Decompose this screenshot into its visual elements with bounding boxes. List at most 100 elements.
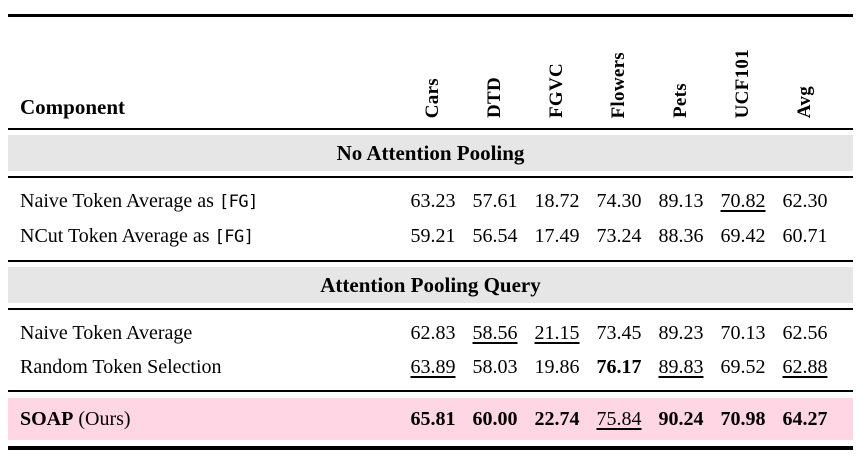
- value: 69.52: [720, 356, 766, 378]
- section-body-attention-pooling-query: Naive Token Average 62.83 58.56 21.15 73.45 8…: [8, 310, 853, 390]
- value: 19.86: [534, 356, 580, 378]
- value-cell: 18.72: [526, 184, 588, 218]
- value: 70.82: [720, 190, 766, 212]
- value: 65.81: [410, 407, 456, 430]
- value-cell: 90.24: [650, 408, 712, 431]
- value-cell: 70.98: [712, 408, 774, 431]
- value: 89.83: [658, 356, 704, 378]
- token-code: [FG]: [214, 227, 254, 247]
- column-header-ucf101: UCF101: [712, 49, 774, 118]
- column-header-label: Avg: [794, 85, 816, 118]
- value-cell: 75.84: [588, 408, 650, 431]
- column-header-cars: Cars: [402, 78, 464, 118]
- table-row: Naive Token Average 62.83 58.56 21.15 73.45 8…: [8, 316, 853, 350]
- value: 73.45: [596, 322, 642, 344]
- value: 62.30: [782, 190, 828, 212]
- row-label: NCut Token Average as [FG]: [20, 225, 254, 247]
- method-suffix: (Ours): [73, 407, 131, 430]
- column-header-label: UCF101: [732, 48, 754, 118]
- value: 90.24: [658, 407, 704, 430]
- value-cell: 62.83: [402, 316, 464, 350]
- table-row: NCut Token Average as [FG] 59.21 56.54 17.4…: [8, 219, 853, 254]
- table-row: Naive Token Average as [FG] 63.23 57.61 18.…: [8, 184, 853, 219]
- column-header-label: Cars: [422, 77, 444, 118]
- value-cell: 62.56: [774, 316, 836, 350]
- value: 21.15: [534, 322, 580, 344]
- value: 22.74: [534, 407, 580, 430]
- value-cell: 62.30: [774, 184, 836, 218]
- column-header-label: DTD: [484, 76, 506, 118]
- value-cell: 21.15: [526, 316, 588, 350]
- value: 63.89: [410, 356, 456, 378]
- value-cell: 60.00: [464, 408, 526, 431]
- value-cell: 70.82: [712, 184, 774, 218]
- divider-rule: [8, 260, 853, 262]
- value: 17.49: [534, 225, 580, 247]
- highlight-row-soap: SOAP (Ours) 65.81 60.00 22.74 75.84 90.24 70.…: [8, 398, 853, 440]
- column-header-fgvc: FGVC: [526, 63, 588, 118]
- value-cell: 76.17: [588, 350, 650, 384]
- section-header-attention-pooling-query: Attention Pooling Query: [8, 267, 853, 303]
- value: 18.72: [534, 190, 580, 212]
- row-label: Naive Token Average: [20, 322, 193, 344]
- row-label: Naive Token Average as [FG]: [20, 190, 258, 212]
- value-cell: 58.56: [464, 316, 526, 350]
- value-cell: 89.83: [650, 350, 712, 384]
- value: 59.21: [410, 225, 456, 247]
- value-cell: 89.23: [650, 316, 712, 350]
- value: 56.54: [472, 225, 518, 247]
- header-row: Component Cars DTD FGVC Flowers Pets UCF101 Av…: [8, 17, 853, 128]
- value: 88.36: [658, 225, 704, 247]
- token-code: [FG]: [218, 192, 258, 212]
- value: 73.24: [596, 225, 642, 247]
- value-cell: 73.24: [588, 219, 650, 253]
- value: 63.23: [410, 190, 456, 212]
- row-label: Random Token Selection: [20, 356, 222, 378]
- method-name: SOAP: [20, 407, 74, 430]
- divider-rule: [8, 390, 853, 392]
- ablation-table: Component Cars DTD FGVC Flowers Pets UCF101 Av…: [8, 14, 853, 450]
- column-header-component: Component: [20, 95, 126, 119]
- value: 89.13: [658, 190, 704, 212]
- value-cell: 22.74: [526, 408, 588, 431]
- column-header-label: Flowers: [608, 51, 630, 118]
- column-header-label: Pets: [670, 83, 692, 118]
- value-cell: 19.86: [526, 350, 588, 384]
- value-cell: 74.30: [588, 184, 650, 218]
- table-row: Random Token Selection 63.89 58.03 19.86 76.…: [8, 350, 853, 384]
- value-cell: 59.21: [402, 219, 464, 253]
- section-header-no-attention-pooling: No Attention Pooling: [8, 135, 853, 171]
- column-header-avg: Avg: [774, 86, 836, 118]
- value-cell: 58.03: [464, 350, 526, 384]
- divider-rule: [8, 128, 853, 130]
- value-cell: 70.13: [712, 316, 774, 350]
- value-cell: 88.36: [650, 219, 712, 253]
- value: 62.56: [782, 322, 828, 344]
- column-header-label: FGVC: [546, 62, 568, 118]
- value-cell: 69.52: [712, 350, 774, 384]
- value: 62.88: [782, 356, 828, 378]
- value-cell: 73.45: [588, 316, 650, 350]
- value: 60.00: [472, 407, 518, 430]
- value-cell: 65.81: [402, 408, 464, 431]
- value: 58.03: [472, 356, 518, 378]
- value: 89.23: [658, 322, 704, 344]
- value: 70.13: [720, 322, 766, 344]
- column-header-dtd: DTD: [464, 77, 526, 118]
- value-cell: 57.61: [464, 184, 526, 218]
- column-header-pets: Pets: [650, 83, 712, 118]
- value-cell: 56.54: [464, 219, 526, 253]
- value-cell: 62.88: [774, 350, 836, 384]
- value: 57.61: [472, 190, 518, 212]
- top-rule: [8, 14, 853, 17]
- value: 69.42: [720, 225, 766, 247]
- column-header-flowers: Flowers: [588, 52, 650, 118]
- bottom-rule: [8, 446, 853, 450]
- value: 62.83: [410, 322, 456, 344]
- value: 74.30: [596, 190, 642, 212]
- value: 75.84: [596, 407, 642, 430]
- value: 58.56: [472, 322, 518, 344]
- divider-rule: [8, 308, 853, 310]
- value-cell: 63.89: [402, 350, 464, 384]
- value-cell: 69.42: [712, 219, 774, 253]
